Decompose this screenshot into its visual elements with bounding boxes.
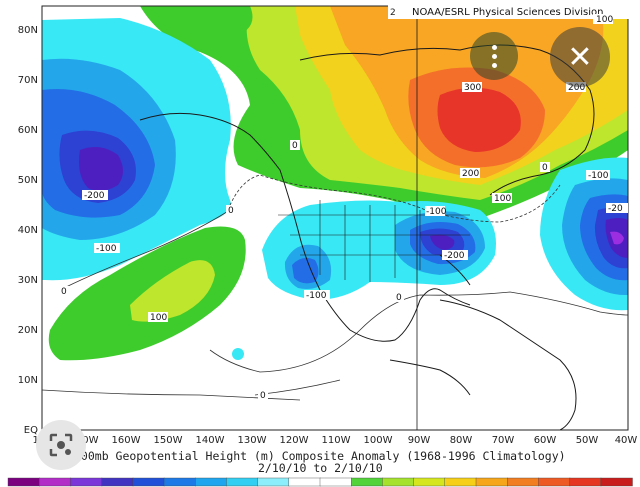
lens-search-button[interactable] [36,420,86,470]
colorbar-swatch [538,477,571,487]
colorbar-swatch [163,477,196,487]
contour-label: 200 [568,83,585,93]
contour-label: 100 [494,194,511,204]
lon-label: 40W [615,435,638,446]
lat-label: 10N [18,375,38,386]
contour-label: -20 [608,204,623,214]
positive-anomaly-topleft [150,6,253,38]
colorbar-swatch [507,477,540,487]
negative-anomaly-blob [232,348,244,360]
contour-label: 0 [260,391,266,401]
colorbar-swatch [194,477,228,487]
contour-label: 0 [61,287,67,297]
contour-label: 0 [542,163,548,173]
contour-label: -100 [306,291,327,301]
contour-label: 300 [464,83,481,93]
lat-label: 60N [18,125,38,136]
contour-lines [42,174,628,401]
contour-label: 100 [150,313,167,323]
colorbar-swatch [257,477,290,487]
colorbar-swatch [226,477,259,487]
colorbar-swatch [569,477,602,487]
colorbar [7,477,633,487]
lon-label: 160W [112,435,141,446]
lon-label: 120W [280,435,309,446]
colorbar-swatch [70,477,103,487]
caption-title: 500mb Geopotential Height (m) Composite … [74,449,566,463]
contour-label: -100 [426,207,447,217]
lon-axis: 180 170W 160W 150W 140W 130W 120W 110W 1… [32,435,637,446]
lens-search-icon [49,433,73,457]
colorbar-swatch [7,477,40,487]
anomaly-band-atlantic-n300 [610,231,624,245]
lon-label: 110W [322,435,351,446]
lat-label: 70N [18,75,38,86]
lon-label: 50W [576,435,599,446]
contour-label-group: 100 300 200 200 100 -100 -100 -20 -200 -… [59,14,628,401]
contour-label: 100 [596,15,613,25]
contour-label: 0 [292,141,298,151]
coastlines [139,44,595,430]
colorbar-swatch [39,477,72,487]
contour-label: -100 [588,171,609,181]
colorbar-swatch [132,477,165,487]
lon-label: 60W [534,435,557,446]
lat-label: EQ [24,425,38,436]
lat-axis: 80N 70N 60N 50N 40N 30N 20N 10N EQ [18,25,38,436]
lat-label: 30N [18,275,38,286]
lat-label: 40N [18,225,38,236]
lon-label: 140W [196,435,225,446]
colorbar-swatch [101,477,134,487]
lon-label: 100W [364,435,393,446]
contour-label: 0 [228,206,234,216]
anomaly-band-pacific-100 [130,260,215,322]
colorbar-swatch [444,477,477,487]
contour-label: 200 [462,169,479,179]
header-box [388,4,636,19]
header-prefix: 2 [390,8,396,18]
lon-label: 150W [154,435,183,446]
anomaly-fills [42,6,628,361]
colorbar-swatch [475,477,508,487]
colorbar-swatch [319,477,352,487]
contour-label: -100 [96,244,117,254]
colorbar-swatch [600,477,633,487]
state-borders [278,200,470,282]
anomaly-band-300 [437,87,521,152]
contour-label: -200 [84,191,105,201]
lat-label: 50N [18,175,38,186]
anomaly-band-se-n250 [430,234,455,250]
lon-label: 90W [408,435,431,446]
close-icon: ✕ [567,39,593,75]
colorbar-swatch [413,477,446,487]
colorbar-swatch [288,477,321,487]
more-options-button[interactable] [470,32,518,80]
more-vertical-icon [491,43,497,70]
lon-label: 80W [450,435,473,446]
caption-dates: 2/10/10 to 2/10/10 [258,461,383,475]
close-button[interactable]: ✕ [550,27,610,87]
anomaly-band-pacific-n250 [79,146,123,191]
plot-frame [41,5,629,431]
colorbar-swatch [382,477,415,487]
anomaly-band-us-n150 [292,257,319,284]
contour-label: 0 [396,293,402,303]
lat-label: 20N [18,325,38,336]
lon-label: 70W [492,435,515,446]
lon-label: 130W [238,435,267,446]
colorbar-swatch [351,477,384,487]
contour-label: -200 [444,251,465,261]
header-source: NOAA/ESRL Physical Sciences Division [412,7,604,18]
lat-label: 80N [18,25,38,36]
